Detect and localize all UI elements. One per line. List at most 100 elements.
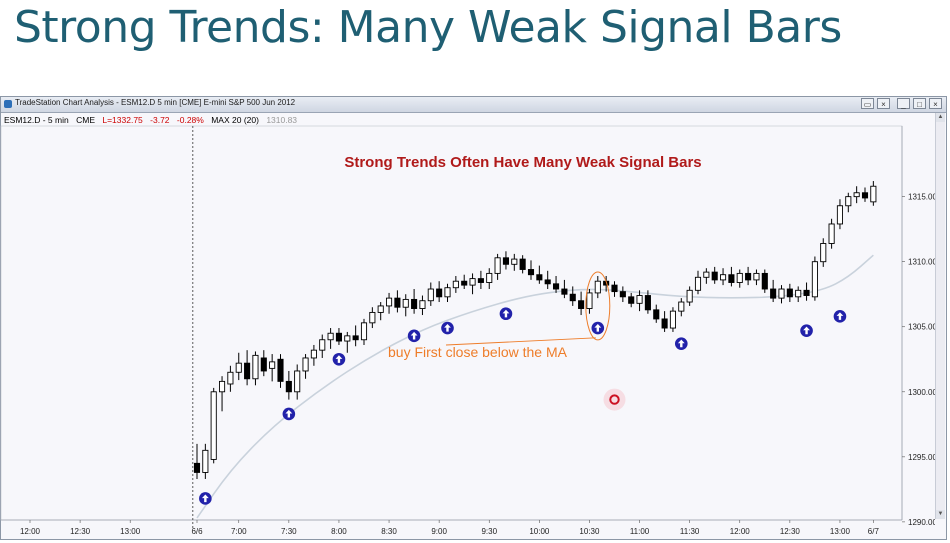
candle: [636, 290, 643, 312]
candle: [686, 286, 693, 306]
candle: [369, 307, 376, 329]
up-arrow-icon: [201, 494, 209, 503]
candle: [352, 325, 359, 347]
buy-signal-arrow-icon: [675, 337, 688, 350]
candle-body-up: [494, 257, 501, 274]
candle-body-down: [745, 272, 752, 281]
buy-signal-arrow-icon: [282, 407, 296, 421]
indicator-label[interactable]: MAX 20 (20): [211, 115, 259, 125]
candle-body-down: [728, 274, 735, 283]
candle-body-up: [703, 271, 710, 278]
candle-body-up: [720, 274, 727, 281]
candle-body-up: [360, 322, 368, 341]
candle-body-down: [761, 272, 768, 290]
restore-icon[interactable]: ▭: [861, 98, 874, 109]
candle: [344, 331, 351, 353]
candle: [611, 281, 618, 297]
candle: [360, 318, 368, 345]
candle-body-down: [644, 295, 651, 311]
candle-body-up: [310, 349, 317, 359]
candle-body-down: [786, 288, 793, 298]
x-tick-label: 12:00: [730, 527, 751, 536]
candle: [536, 265, 543, 284]
signal-bar-highlight: [585, 271, 611, 341]
vertical-scrollbar[interactable]: ▲ ▼: [935, 113, 945, 519]
candle-body-down: [277, 358, 284, 382]
x-tick-label: 12:30: [70, 527, 91, 536]
candle: [502, 251, 510, 270]
y-tick-label: 1310.00: [908, 258, 935, 267]
candle-body-up: [469, 278, 476, 286]
candle-body-up: [377, 305, 384, 313]
candle-body-up: [419, 300, 426, 309]
candle: [244, 350, 251, 386]
candle: [519, 255, 526, 274]
candle: [728, 266, 735, 287]
candle-body-down: [244, 362, 251, 380]
candle-body-down: [411, 298, 418, 309]
x-tick-label: 6/6: [191, 527, 203, 536]
candle-body-up: [778, 288, 785, 299]
candle: [861, 187, 869, 202]
y-tick-label: 1305.00: [908, 323, 935, 332]
up-arrow-icon: [335, 355, 343, 363]
candle: [703, 268, 710, 284]
candle-body-down: [436, 288, 443, 298]
candle-body-down: [519, 258, 526, 270]
candle: [419, 295, 426, 316]
minimize-icon[interactable]: _: [897, 98, 910, 109]
candle: [285, 370, 292, 400]
candle-body-up: [444, 287, 451, 298]
x-tick-label: 10:00: [529, 527, 550, 536]
candle-body-down: [394, 297, 401, 308]
candle-body-up: [594, 280, 601, 294]
candle-body-down: [553, 283, 560, 290]
up-arrow-icon: [803, 326, 810, 335]
candle-body-up: [870, 185, 877, 203]
candle: [436, 281, 443, 303]
candle-body-down: [619, 291, 626, 298]
candle-body-up: [853, 192, 860, 198]
candle: [678, 298, 685, 317]
candle: [527, 260, 535, 280]
candle-body-up: [586, 292, 593, 309]
up-arrow-icon: [836, 312, 844, 320]
price-chart[interactable]: 1315.00 1310.00 1305.00 1300.00 1295.00 1290.…: [0, 96, 935, 540]
candle: [761, 269, 768, 293]
cursor-marker-icon: [609, 394, 620, 405]
scroll-down-icon[interactable]: ▼: [936, 510, 945, 519]
candle-body-up: [686, 289, 693, 303]
candle-body-down: [502, 257, 510, 265]
close-chart-icon[interactable]: ×: [877, 98, 890, 109]
window-titlebar[interactable]: TradeStation Chart Analysis - ESM12.D 5 …: [1, 97, 946, 113]
up-arrow-icon: [594, 324, 602, 332]
close-icon[interactable]: ×: [929, 98, 942, 109]
candle: [402, 294, 409, 317]
candle-body-up: [427, 288, 434, 302]
buy-annotation-text: buy First close below the MA: [388, 344, 568, 360]
candle-body-down: [335, 332, 343, 342]
candle-body-up: [252, 354, 259, 380]
candle-body-up: [845, 196, 852, 207]
candle: [711, 266, 718, 284]
candle: [193, 443, 201, 479]
scroll-up-icon[interactable]: ▲: [936, 113, 945, 122]
candle: [586, 289, 593, 314]
symbol-label[interactable]: ESM12.D - 5 min: [4, 115, 69, 125]
candle-body-down: [661, 318, 668, 329]
candle-body-up: [319, 339, 326, 351]
candle: [335, 328, 343, 345]
candle-body-down: [653, 309, 660, 320]
candle: [836, 199, 843, 230]
exchange-label: CME: [76, 115, 95, 125]
candle: [845, 192, 852, 213]
candle-body-up: [218, 380, 226, 393]
maximize-icon[interactable]: □: [913, 98, 926, 109]
candle-body-down: [569, 293, 576, 302]
candle-body-down: [260, 357, 267, 372]
candle-body-up: [828, 223, 835, 244]
candle: [227, 365, 234, 392]
candle: [210, 387, 217, 464]
candle: [561, 279, 568, 299]
x-tick-label: 13:00: [830, 527, 851, 536]
